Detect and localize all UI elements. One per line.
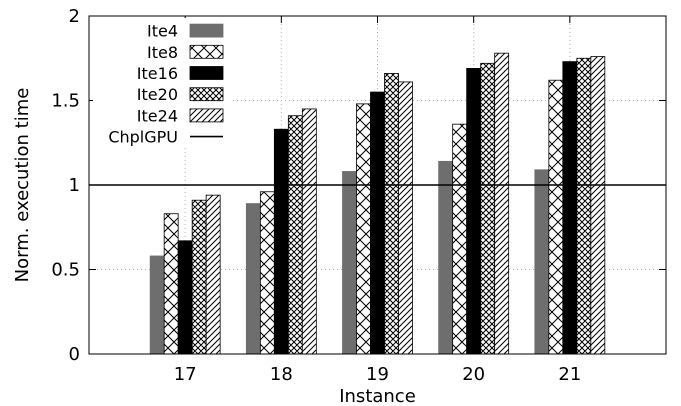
bar-ite20-18 bbox=[287, 115, 303, 355]
y-tick-label: 1 bbox=[69, 175, 80, 196]
bar-ite4-20 bbox=[438, 160, 454, 355]
bar-ite24-17 bbox=[205, 194, 221, 355]
bar-ite16-20 bbox=[466, 67, 482, 355]
x-tick-label: 17 bbox=[174, 364, 197, 385]
legend-label-ite24: Ite24 bbox=[137, 106, 178, 125]
bar-ite20-21 bbox=[576, 57, 592, 355]
legend: Ite4 Ite8 Ite16 Ite20 Ite24 ChplGPU bbox=[108, 22, 224, 147]
bar-ite16-19 bbox=[370, 91, 385, 355]
legend-swatch-ite4 bbox=[189, 23, 224, 38]
x-tick-label: 21 bbox=[558, 364, 581, 385]
bar-ite8-17 bbox=[163, 213, 179, 355]
y-tick-label: 2 bbox=[69, 6, 80, 27]
bar-ite8-19 bbox=[356, 103, 371, 355]
x-axis-title: Instance bbox=[339, 386, 416, 406]
bar-ite20-17 bbox=[191, 199, 207, 355]
bar-ite20-20 bbox=[480, 62, 496, 355]
bar-ite4-21 bbox=[534, 169, 550, 355]
legend-label-ite16: Ite16 bbox=[137, 64, 178, 83]
bar-ite20-19 bbox=[384, 73, 399, 355]
legend-swatch-ite8 bbox=[189, 44, 224, 59]
bar-ite24-21 bbox=[590, 56, 606, 355]
y-tick-label: 1.5 bbox=[51, 91, 80, 112]
bar-ite8-20 bbox=[452, 123, 468, 355]
bar-ite24-18 bbox=[301, 108, 317, 355]
legend-label-ite8: Ite8 bbox=[147, 43, 178, 62]
legend-swatch-ite16 bbox=[189, 66, 224, 80]
x-tick-label: 18 bbox=[270, 364, 293, 385]
legend-swatch-ite24 bbox=[189, 108, 224, 123]
bar-ite4-17 bbox=[149, 255, 165, 355]
legend-label-chplgpu: ChplGPU bbox=[108, 128, 178, 147]
bar-ite4-18 bbox=[245, 203, 261, 355]
legend-swatch-ite20 bbox=[189, 87, 224, 102]
bars bbox=[149, 52, 606, 355]
bar-ite16-21 bbox=[562, 61, 578, 355]
bar-ite4-19 bbox=[342, 171, 357, 355]
x-axis-ticks: 17 18 19 20 21 bbox=[174, 16, 581, 385]
bar-ite24-20 bbox=[494, 52, 510, 355]
y-tick-label: 0 bbox=[69, 344, 80, 365]
y-axis-ticks: 0 0.5 1 1.5 2 bbox=[51, 6, 666, 365]
y-tick-label: 0.5 bbox=[51, 260, 80, 281]
legend-label-ite20: Ite20 bbox=[137, 85, 178, 104]
bar-ite24-19 bbox=[398, 81, 413, 355]
legend-label-ite4: Ite4 bbox=[147, 22, 178, 41]
bar-ite8-18 bbox=[259, 191, 275, 355]
x-tick-label: 20 bbox=[462, 364, 485, 385]
x-tick-label: 19 bbox=[366, 364, 389, 385]
bar-ite16-17 bbox=[177, 240, 193, 355]
bar-ite16-18 bbox=[273, 128, 289, 355]
y-axis-title: Norm. execution time bbox=[12, 88, 33, 283]
bar-ite8-21 bbox=[548, 79, 564, 355]
legend-background bbox=[93, 18, 231, 148]
